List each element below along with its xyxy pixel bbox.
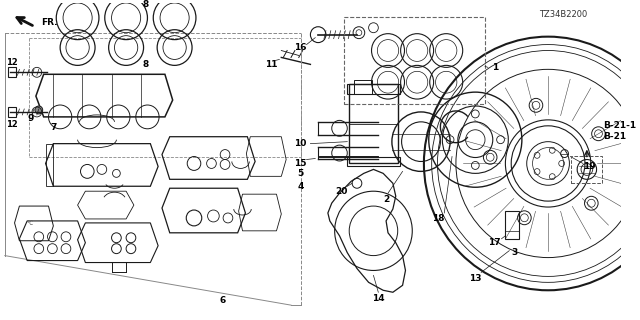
Text: 8: 8: [142, 60, 148, 69]
Circle shape: [35, 106, 43, 114]
Bar: [572, 156, 602, 183]
Text: 14: 14: [372, 294, 385, 303]
Text: 15: 15: [294, 159, 307, 168]
Bar: [506, 211, 519, 239]
Text: 16: 16: [294, 43, 307, 52]
Text: 18: 18: [432, 214, 445, 223]
Bar: [8, 67, 15, 77]
Text: 7: 7: [50, 123, 56, 132]
Text: 5: 5: [298, 169, 304, 178]
Text: 1: 1: [492, 63, 498, 72]
Text: 9: 9: [28, 114, 34, 124]
Text: B-21: B-21: [604, 132, 627, 141]
Bar: [348, 84, 399, 94]
Text: B-21-1: B-21-1: [604, 121, 637, 130]
Text: ℃: ℃: [26, 221, 32, 226]
Bar: [344, 17, 485, 104]
Bar: [349, 84, 397, 164]
Bar: [8, 107, 15, 117]
Text: 13: 13: [469, 274, 481, 283]
Text: 17: 17: [488, 238, 501, 247]
Text: 19: 19: [584, 162, 596, 171]
Bar: [348, 156, 399, 166]
Text: 12: 12: [6, 58, 17, 67]
Text: 4: 4: [298, 182, 304, 191]
Text: 2: 2: [383, 195, 389, 204]
Text: 12: 12: [6, 120, 17, 129]
Text: 11: 11: [266, 60, 278, 69]
Text: 8: 8: [142, 0, 148, 10]
Text: 3: 3: [511, 248, 517, 257]
Text: TZ34B2200: TZ34B2200: [539, 10, 587, 19]
Text: 10: 10: [294, 139, 307, 148]
Text: FR.: FR.: [41, 18, 57, 27]
Text: 20: 20: [335, 187, 348, 196]
Bar: [354, 80, 372, 94]
Text: 6: 6: [220, 296, 226, 305]
